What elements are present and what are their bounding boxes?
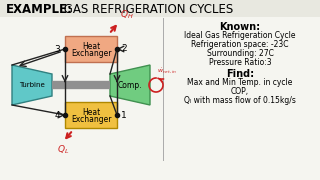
Text: Refrigeration space: -23C: Refrigeration space: -23C [191,40,289,49]
Text: Ideal Gas Refrigeration Cycle: Ideal Gas Refrigeration Cycle [184,31,296,40]
FancyBboxPatch shape [0,0,320,17]
Text: $Q_L$: $Q_L$ [57,144,69,156]
Polygon shape [12,65,52,105]
Text: 1: 1 [121,111,127,120]
Text: Heat: Heat [82,107,100,116]
Text: EXAMPLE:: EXAMPLE: [6,3,73,15]
Text: Turbine: Turbine [19,82,45,88]
Text: COP,: COP, [231,87,249,96]
Text: Find:: Find: [226,69,254,79]
Text: Max and Min Temp. in cycle: Max and Min Temp. in cycle [187,78,293,87]
Text: 2: 2 [121,44,127,53]
Text: Known:: Known: [220,22,260,32]
Text: $Q_H$: $Q_H$ [120,8,134,21]
Text: Heat: Heat [82,42,100,51]
Polygon shape [110,65,150,105]
Text: Surrounding: 27C: Surrounding: 27C [207,49,273,58]
Text: Exchanger: Exchanger [71,48,111,57]
Text: $\dot{w}_{net,in}$: $\dot{w}_{net,in}$ [157,66,177,75]
Text: Qₗ with mass flow of 0.15kg/s: Qₗ with mass flow of 0.15kg/s [184,96,296,105]
Text: 3: 3 [54,44,60,53]
FancyBboxPatch shape [65,36,117,62]
Text: Comp.: Comp. [118,80,142,89]
Text: 4: 4 [54,111,60,120]
Text: Pressure Ratio:3: Pressure Ratio:3 [209,58,271,67]
Text: Exchanger: Exchanger [71,114,111,123]
FancyBboxPatch shape [65,102,117,128]
Text: GAS REFRIGERATION CYCLES: GAS REFRIGERATION CYCLES [60,3,233,15]
